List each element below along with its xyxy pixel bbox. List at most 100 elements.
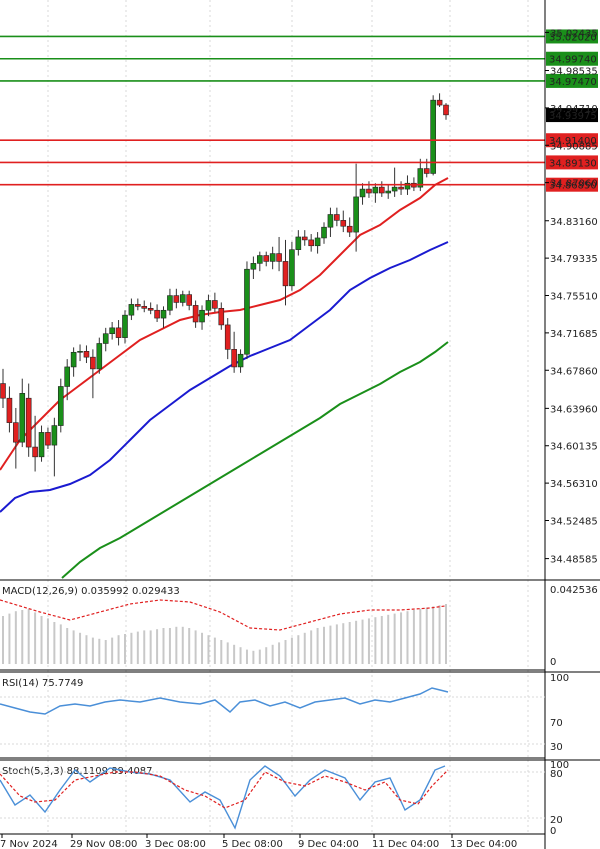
current-price-tag (546, 108, 598, 123)
time-tick-label: 9 Dec 04:00 (298, 839, 359, 849)
candle-body (366, 188, 372, 194)
bullish-candle (77, 344, 83, 362)
candle-body (289, 249, 295, 287)
bullish-candle (96, 337, 103, 374)
candle-body (430, 99, 436, 174)
candle-body (391, 186, 398, 192)
bullish-candle (205, 294, 212, 317)
bullish-candle (385, 185, 392, 199)
bullish-candle (167, 288, 173, 316)
resistance-level-label: 35.02020 (549, 32, 597, 43)
bearish-candle (334, 207, 340, 227)
candle-body (186, 294, 192, 306)
candle-body (404, 182, 411, 190)
candle-body (244, 268, 250, 355)
bearish-candle (154, 304, 160, 322)
candle-body (314, 237, 321, 247)
bearish-candle (13, 407, 19, 469)
rsi-line (0, 687, 449, 715)
candle-body (353, 196, 359, 233)
candle-body (443, 104, 449, 116)
bullish-candle (179, 290, 186, 307)
bullish-candle (353, 163, 359, 252)
bullish-candle (372, 183, 379, 203)
resistance-level-tag (546, 29, 598, 44)
time-tick-label: 29 Nov 08:00 (70, 839, 137, 849)
candle-body (90, 356, 96, 370)
candle-body (154, 309, 160, 319)
candle-body (423, 168, 430, 174)
rsi-tick-label: 100 (550, 673, 569, 684)
bearish-candle (346, 217, 353, 237)
bullish-candle (289, 241, 295, 291)
candle-body (398, 186, 404, 190)
bearish-candle (83, 345, 90, 364)
bullish-candle (327, 207, 334, 237)
support-level-label: 34.91400 (549, 136, 597, 147)
candle-body (224, 324, 231, 350)
bearish-candle (308, 234, 314, 252)
candles (0, 93, 449, 477)
support-level-tag (546, 177, 598, 192)
candle-body (51, 425, 58, 446)
candle-body (436, 99, 443, 106)
macd-tick-label: 0 (550, 657, 556, 668)
time-tick-label: 3 Dec 08:00 (145, 839, 206, 849)
candle-body (173, 295, 180, 303)
candle-body (160, 309, 167, 319)
candle-body (192, 305, 199, 323)
candle-body (321, 226, 327, 239)
candle-body (32, 446, 38, 458)
bearish-candle (6, 386, 13, 433)
ma-slow-line (61, 341, 449, 579)
candle-body (372, 186, 379, 194)
candle-body (147, 308, 154, 311)
bearish-candle (443, 103, 449, 120)
time-tick-label: 11 Dec 04:00 (372, 839, 439, 849)
candle-body (128, 304, 135, 316)
candle-body (141, 306, 148, 309)
candle-body (327, 214, 334, 228)
bearish-candle (340, 210, 347, 233)
price-tick-label: 34.79335 (550, 254, 598, 265)
bearish-candle (115, 320, 122, 346)
price-tick-label: 34.63960 (550, 404, 598, 415)
candle-body (135, 304, 141, 307)
bearish-candle (398, 181, 404, 195)
bullish-candle (321, 222, 327, 244)
bearish-candle (90, 349, 96, 399)
bearish-candle (135, 298, 141, 311)
current-price-label: 34.93975 (549, 111, 597, 122)
stoch-tick-label: 80 (550, 769, 563, 780)
price-tick-label: 34.67860 (550, 366, 598, 377)
price-tick-label: 34.60135 (550, 442, 598, 453)
bullish-candle (257, 251, 263, 272)
price-tick-label: 34.75510 (550, 292, 598, 303)
candle-body (199, 309, 205, 323)
time-tick-label: 7 Nov 2024 (0, 839, 58, 849)
bullish-candle (102, 327, 109, 352)
stoch-tick-label: 100 (550, 760, 569, 771)
bullish-candle (199, 305, 205, 330)
stoch-d-line (0, 769, 449, 809)
bearish-candle (276, 236, 282, 272)
candle-body (308, 239, 314, 247)
candle-body (385, 190, 392, 194)
bullish-candle (38, 425, 45, 462)
resistance-level-label: 34.97470 (549, 77, 597, 88)
time-tick-label: 5 Dec 08:00 (222, 839, 283, 849)
bearish-candle (378, 181, 385, 197)
support-level-label: 34.86850 (549, 181, 597, 192)
grid (47, 0, 529, 834)
price-tick-label: 34.56310 (550, 479, 598, 490)
bullish-candle (64, 359, 71, 401)
candle-body (218, 308, 225, 326)
candle-body (417, 168, 424, 188)
candle-body (179, 294, 186, 303)
candle-body (359, 188, 366, 198)
bearish-candle (141, 300, 148, 313)
candle-body (77, 351, 83, 353)
macd-label: MACD(12,26,9) 0.035992 0.029433 (2, 586, 180, 597)
price-tick-label: 34.48585 (550, 555, 598, 566)
bullish-candle (237, 349, 244, 373)
